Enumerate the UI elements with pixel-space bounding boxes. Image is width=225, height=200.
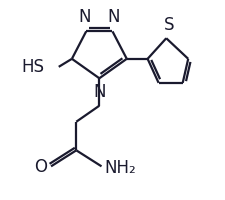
Text: HS: HS xyxy=(21,58,45,76)
Text: O: O xyxy=(34,158,47,176)
Text: S: S xyxy=(164,16,174,34)
Text: N: N xyxy=(93,83,106,101)
Text: N: N xyxy=(107,8,120,26)
Text: N: N xyxy=(79,8,91,26)
Text: NH₂: NH₂ xyxy=(105,159,137,177)
